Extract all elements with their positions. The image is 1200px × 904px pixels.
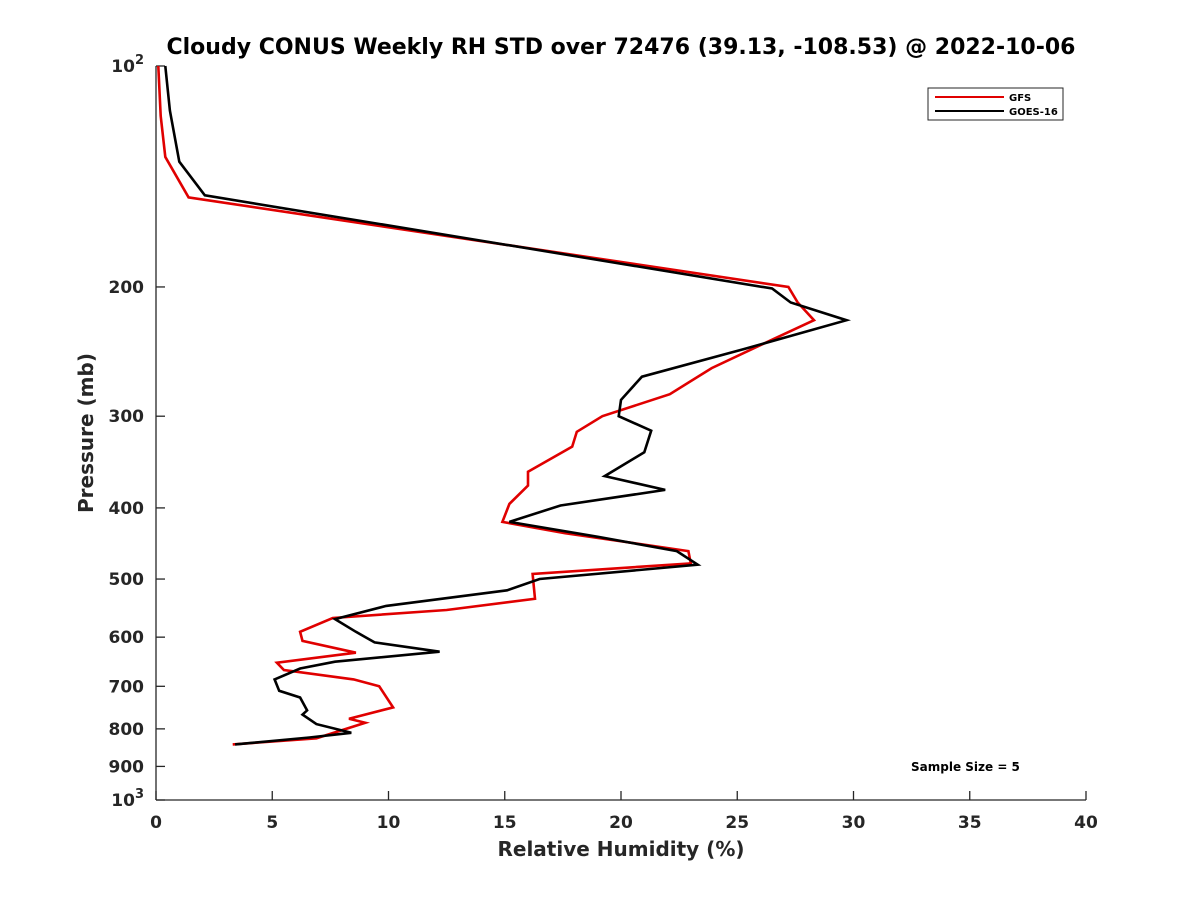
x-tick-label: 15 [493,813,517,833]
legend: GFS GOES-16 [927,87,1064,121]
y-tick-label: 300 [109,407,145,427]
y-tick-base: 400 [109,499,145,519]
y-tick-exponent: 2 [135,53,144,68]
sample-size-annotation: Sample Size = 5 [911,760,1020,774]
legend-label-gfs: GFS [1009,93,1031,104]
y-tick-base: 800 [109,720,145,740]
series-line-goes-16 [164,65,852,746]
x-tick-label: 5 [266,813,278,833]
x-tick-label: 35 [958,813,982,833]
y-tick-base: 600 [109,628,145,648]
y-tick-label: 400 [109,499,145,519]
x-tick-label: 20 [609,813,633,833]
y-tick-base: 500 [109,570,145,590]
y-tick-label: 900 [109,757,145,777]
y-tick-exponent: 3 [135,787,144,802]
y-tick-label: 600 [109,628,145,648]
x-tick-label: 0 [150,813,162,833]
y-tick-base: 300 [109,407,145,427]
y-tick-label: 800 [109,720,145,740]
chart-title: Cloudy CONUS Weekly RH STD over 72476 (3… [167,35,1076,60]
y-axis-label: Pressure (mb) [74,353,98,513]
legend-label-goes-16: GOES-16 [1009,107,1058,118]
y-tick-label: 102 [111,53,144,77]
y-tick-label: 103 [111,787,144,811]
x-tick-label: 10 [377,813,401,833]
series-line-gfs [157,65,817,746]
x-axis-label: Relative Humidity (%) [497,837,744,861]
legend-box [927,87,1064,121]
y-tick-base: 10 [111,791,135,811]
y-tick-label: 700 [109,677,145,697]
y-tick-base: 700 [109,677,145,697]
y-tick-base: 10 [111,57,135,77]
x-tick-label: 40 [1074,813,1098,833]
x-tick-label: 30 [842,813,866,833]
y-tick-base: 900 [109,757,145,777]
series-lines [157,65,852,746]
y-tick-label: 500 [109,570,145,590]
x-ticks: 0 5 10 15 20 25 30 35 40 [150,791,1098,833]
x-tick-label: 25 [725,813,749,833]
plot-axes [155,66,1086,801]
y-tick-label: 200 [109,278,145,298]
y-tick-base: 200 [109,278,145,298]
